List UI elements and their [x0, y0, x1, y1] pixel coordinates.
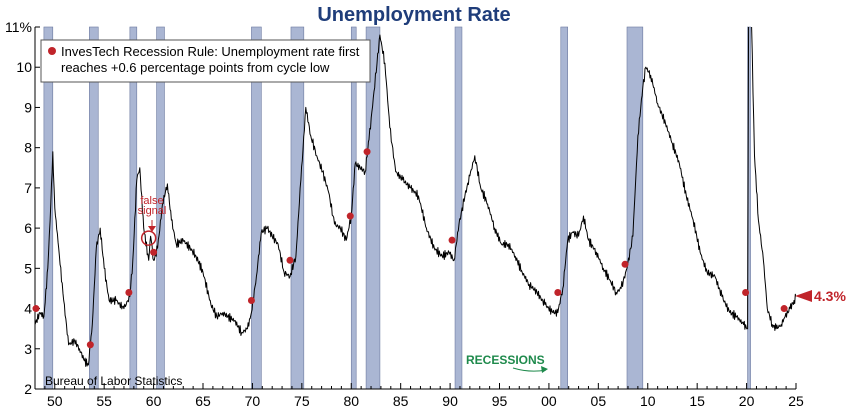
- x-tick-label: 00: [541, 393, 557, 409]
- unemployment-line: [35, 27, 796, 367]
- signal-point: [780, 305, 788, 313]
- signal-point: [247, 297, 255, 305]
- recessions-annotation: RECESSIONS: [466, 353, 548, 373]
- x-tick-label: 95: [492, 393, 508, 409]
- x-tick-label: 60: [146, 393, 162, 409]
- current-value-label: 4.3%: [814, 288, 846, 304]
- x-tick-label: 15: [689, 393, 705, 409]
- signal-point: [554, 288, 562, 296]
- signal-point: [621, 260, 629, 268]
- current-value-arrow: [795, 290, 812, 302]
- recessions-label: RECESSIONS: [466, 353, 545, 367]
- axes: 2 3 4 5 6 7 8 9 10 11% 50 55 60 65 70 75 80 85 90 95 00 05 10 1…: [5, 19, 804, 409]
- x-tick-label: 25: [788, 393, 804, 409]
- y-tick-label: 4: [24, 301, 32, 317]
- false-signal-circle: [140, 230, 157, 246]
- y-tick-label: 7: [24, 180, 32, 196]
- recession-band: [626, 26, 644, 390]
- false-signal-annotation: false signal: [138, 195, 167, 246]
- series-line: [35, 27, 796, 367]
- y-tick-label: 5: [24, 260, 32, 276]
- x-tick-label: 50: [47, 393, 63, 409]
- y-tick-label: 6: [24, 220, 32, 236]
- x-tick-label: 75: [294, 393, 310, 409]
- legend-box: [40, 39, 371, 83]
- signal-point: [86, 341, 94, 349]
- y-tick-label: 10: [16, 59, 32, 75]
- y-tick-label: 2: [24, 381, 32, 397]
- legend-line: reaches +0.6 percentage points from cycl…: [61, 60, 330, 75]
- legend-line: InvesTech Recession Rule: Unemployment r…: [61, 44, 360, 59]
- legend: InvesTech Recession Rule: Unemployment r…: [40, 39, 371, 83]
- false-signal-arrowhead: [148, 226, 156, 232]
- x-tick-label: 20: [739, 393, 755, 409]
- signal-point: [150, 248, 158, 256]
- recessions-arrow-line: [512, 367, 547, 372]
- x-tick-label: 65: [195, 393, 211, 409]
- recession-band: [560, 26, 568, 390]
- false-signal-label: false signal: [138, 195, 167, 217]
- chart-title: Unemployment Rate: [317, 4, 510, 26]
- x-tick-label: 05: [591, 393, 607, 409]
- y-tick-label: 3: [24, 341, 32, 357]
- signal-point: [742, 288, 750, 296]
- signal-point: [448, 236, 456, 244]
- recessions-arrowhead: [541, 366, 548, 373]
- x-tick-label: 70: [245, 393, 261, 409]
- signal-point: [346, 212, 354, 220]
- y-tick-label: 8: [24, 140, 32, 156]
- y-tick-label: 9: [24, 99, 32, 115]
- signal-points: [32, 148, 788, 349]
- x-tick-label: 85: [393, 393, 409, 409]
- false-signal-line: signal: [138, 205, 167, 217]
- legend-text: InvesTech Recession Rule: Unemployment r…: [61, 44, 360, 75]
- source-label: Bureau of Labor Statistics: [45, 374, 182, 388]
- x-tick-label: 10: [640, 393, 656, 409]
- x-tick-label: 90: [442, 393, 458, 409]
- legend-marker: [48, 47, 56, 55]
- signal-point: [32, 305, 40, 313]
- signal-point: [363, 148, 371, 156]
- signal-point: [286, 256, 294, 264]
- y-tick-label: 11%: [5, 19, 32, 35]
- false-signal-line: false: [140, 195, 163, 207]
- x-tick-label: 80: [343, 393, 359, 409]
- x-tick-label: 55: [96, 393, 112, 409]
- signal-point: [125, 288, 133, 296]
- recession-band: [454, 26, 463, 390]
- current-value-annotation: 4.3%: [795, 288, 846, 304]
